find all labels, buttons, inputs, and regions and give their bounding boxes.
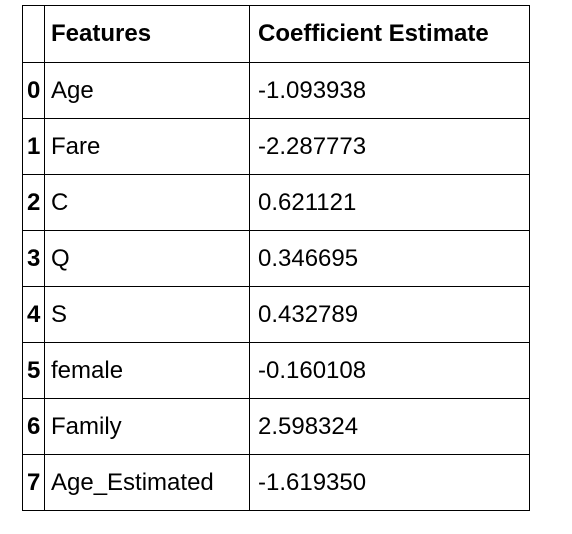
table-row: 0 Age -1.093938 bbox=[22, 62, 530, 119]
feature-cell: Q bbox=[44, 230, 250, 287]
table-row: 6 Family 2.598324 bbox=[22, 398, 530, 455]
table-row: 5 female -0.160108 bbox=[22, 342, 530, 399]
table-row: 3 Q 0.346695 bbox=[22, 230, 530, 287]
table-row: 4 S 0.432789 bbox=[22, 286, 530, 343]
coefficient-cell: 0.432789 bbox=[249, 286, 530, 343]
coefficient-cell: 0.346695 bbox=[249, 230, 530, 287]
feature-cell: Family bbox=[44, 398, 250, 455]
table-row: 2 C 0.621121 bbox=[22, 174, 530, 231]
table-row: 7 Age_Estimated -1.619350 bbox=[22, 454, 530, 511]
coefficient-cell: -1.093938 bbox=[249, 62, 530, 119]
row-index: 6 bbox=[22, 398, 45, 455]
feature-cell: Age bbox=[44, 62, 250, 119]
feature-cell: Fare bbox=[44, 118, 250, 175]
feature-cell: Age_Estimated bbox=[44, 454, 250, 511]
table-header-row: Features Coefficient Estimate bbox=[22, 5, 530, 63]
coefficient-header: Coefficient Estimate bbox=[249, 5, 530, 63]
coefficient-cell: 2.598324 bbox=[249, 398, 530, 455]
feature-cell: S bbox=[44, 286, 250, 343]
dataframe-table: Features Coefficient Estimate 0 Age -1.0… bbox=[22, 5, 530, 511]
row-index: 4 bbox=[22, 286, 45, 343]
features-header: Features bbox=[44, 5, 250, 63]
row-index: 5 bbox=[22, 342, 45, 399]
row-index: 0 bbox=[22, 62, 45, 119]
row-index: 3 bbox=[22, 230, 45, 287]
coefficient-cell: -0.160108 bbox=[249, 342, 530, 399]
feature-cell: female bbox=[44, 342, 250, 399]
coefficient-cell: -2.287773 bbox=[249, 118, 530, 175]
index-header bbox=[22, 5, 45, 63]
feature-cell: C bbox=[44, 174, 250, 231]
row-index: 7 bbox=[22, 454, 45, 511]
row-index: 2 bbox=[22, 174, 45, 231]
row-index: 1 bbox=[22, 118, 45, 175]
coefficient-cell: 0.621121 bbox=[249, 174, 530, 231]
coefficient-cell: -1.619350 bbox=[249, 454, 530, 511]
table-row: 1 Fare -2.287773 bbox=[22, 118, 530, 175]
